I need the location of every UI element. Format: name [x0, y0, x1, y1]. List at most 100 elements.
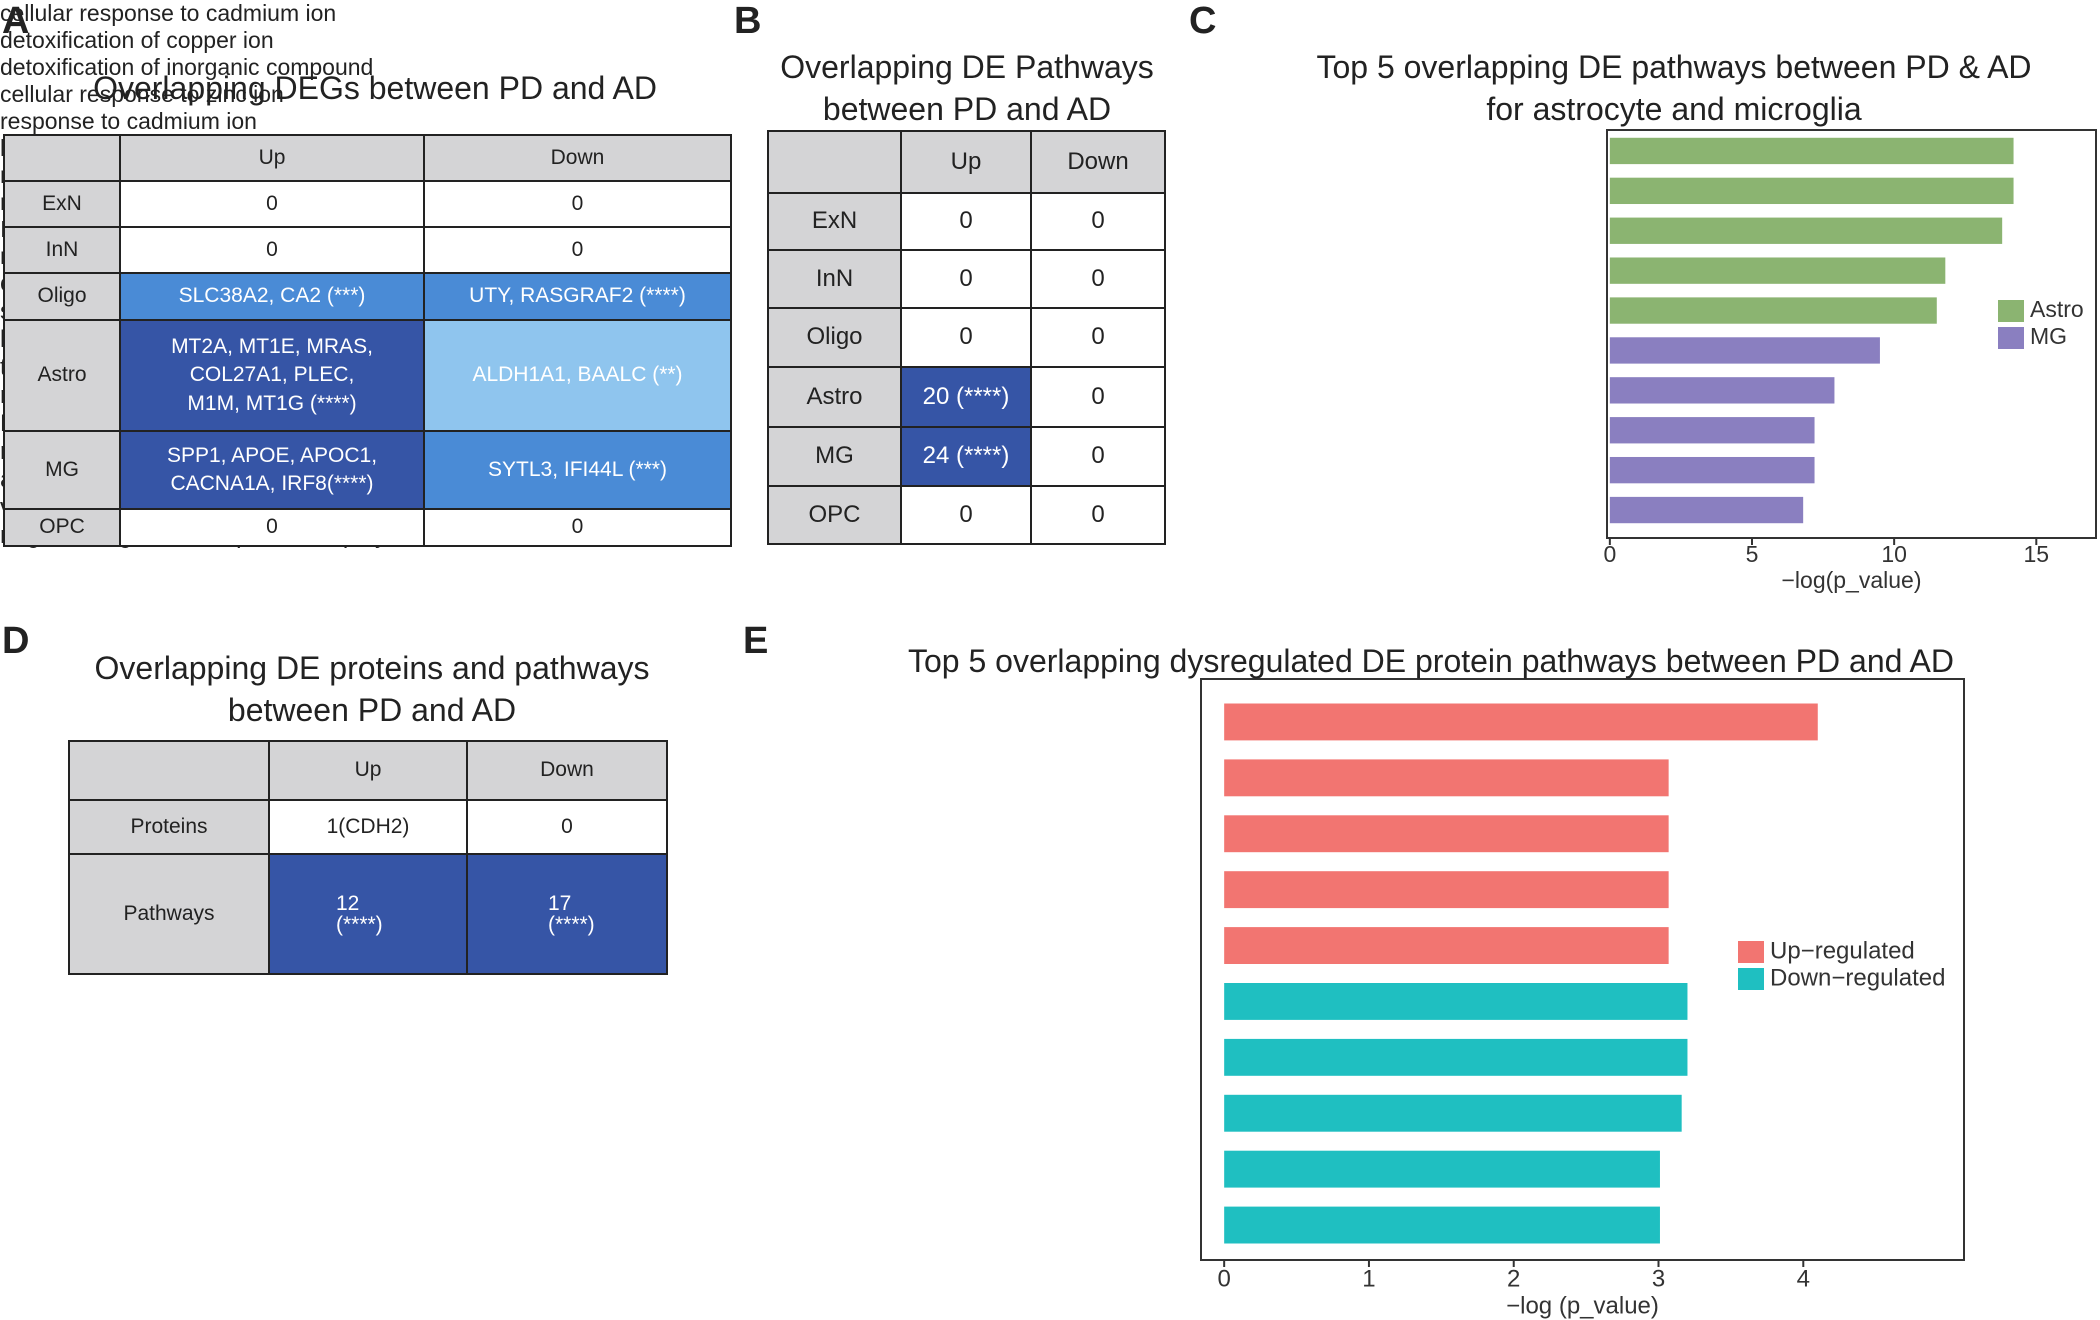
x-axis-label: −log (p_value): [1506, 1292, 1659, 1319]
cell: ALDH1A1, BAALC (**): [423, 319, 732, 432]
bar: [1609, 337, 1880, 364]
row-label: MG: [3, 430, 121, 510]
category-label: cellular response to zinc ion: [0, 81, 284, 107]
cell: 0: [423, 226, 732, 274]
row-label: OPC: [767, 485, 902, 545]
header-cell: [767, 130, 902, 194]
cell: 0: [900, 192, 1032, 251]
bar: [1609, 496, 1804, 524]
header-cell: Up: [119, 134, 425, 182]
x-axis-label: −log(p_value): [1781, 567, 1921, 593]
header-cell: Up: [268, 740, 468, 801]
category-label: detoxification of copper ion: [0, 27, 274, 53]
category-label: detoxification of inorganic compound: [0, 54, 374, 80]
category-label: response to cadmium ion: [0, 108, 257, 134]
row-label: MG: [767, 426, 902, 487]
table-title: Overlapping DE Pathways between PD and A…: [780, 49, 1154, 127]
cell: 0: [423, 180, 732, 228]
cell: 0: [1030, 307, 1166, 368]
header-cell: Down: [1030, 130, 1166, 194]
cell: 0: [1030, 426, 1166, 487]
bar: [1609, 456, 1815, 484]
bar: [1609, 137, 2014, 165]
row-label: InN: [3, 226, 121, 274]
cell: 0: [119, 180, 425, 228]
cell: 20 (****): [900, 366, 1032, 428]
bar: [1609, 177, 2014, 205]
header-cell: [3, 134, 121, 182]
table: Up Down Proteins 1(CDH2) 0 Pathways 12 (****…: [68, 740, 668, 975]
panel-label: A: [2, 0, 30, 42]
category-label: cellular response to cadmium ion: [0, 0, 337, 26]
cell: 24 (****): [900, 426, 1032, 487]
legend-swatch: [1998, 300, 2024, 322]
panel-label: B: [734, 0, 762, 42]
chart-title: Top 5 overlapping DE pathways between PD…: [1316, 49, 2032, 127]
panel-label: D: [2, 620, 30, 662]
cell: SYTL3, IFI44L (***): [423, 430, 732, 510]
row-label: Pathways: [68, 853, 270, 975]
bar: [1224, 815, 1669, 853]
legend-label: Up−regulated: [1770, 937, 1915, 964]
legend-label: Down−regulated: [1770, 964, 1945, 991]
chart-title: Top 5 overlapping dysregulated DE protei…: [908, 643, 1954, 679]
header-cell: [68, 740, 270, 801]
bar: [1224, 703, 1818, 741]
cell: 0: [900, 485, 1032, 545]
table: Up Down ExN 0 0 InN 0 0 Oligo SLC38A2, CA2 (**…: [3, 134, 732, 547]
cell: 17 (****): [466, 853, 668, 975]
legend-swatch: [1738, 968, 1764, 990]
cell: 0: [1030, 192, 1166, 251]
row-label: Proteins: [68, 799, 270, 855]
cell: SPP1, APOE, APOC1, CACNA1A, IRF8(****): [119, 430, 425, 510]
cell: 0: [119, 226, 425, 274]
x-tick-label: 0: [1217, 1265, 1230, 1292]
bar: [1609, 257, 1946, 284]
bar: [1609, 377, 1835, 404]
row-label: Astro: [3, 319, 121, 432]
bar: [1224, 871, 1669, 909]
legend-label: MG: [2030, 323, 2067, 349]
row-label: ExN: [767, 192, 902, 251]
table: Up Down ExN 0 0 InN 0 0 Oligo 0 0 Astro 20 (****…: [767, 130, 1166, 545]
bar: [1609, 297, 1937, 324]
header-cell: Up: [900, 130, 1032, 194]
bar: [1224, 1150, 1660, 1188]
table-title: Overlapping DE proteins and pathways bet…: [94, 650, 650, 728]
plot-panel: [1606, 129, 2097, 539]
bar: [1224, 1206, 1660, 1244]
bar: [1609, 217, 2003, 244]
row-label: Astro: [767, 366, 902, 428]
cell: 1(CDH2): [268, 799, 468, 855]
legend-label: Astro: [2030, 296, 2084, 322]
row-label: ExN: [3, 180, 121, 228]
x-tick-label: 1: [1362, 1265, 1375, 1292]
row-label: InN: [767, 249, 902, 309]
cell: SLC38A2, CA2 (***): [119, 272, 425, 321]
header-cell: Down: [423, 134, 732, 182]
cell: 0: [1030, 366, 1166, 428]
row-label: Oligo: [3, 272, 121, 321]
table-title: Overlapping DEGs between PD and AD: [93, 70, 657, 106]
legend-swatch: [1998, 327, 2024, 349]
bar: [1224, 1094, 1682, 1132]
cell: MT2A, MT1E, MRAS, COL27A1, PLEC, M1M, MT…: [119, 319, 425, 432]
cell: 0: [466, 799, 668, 855]
bar: [1224, 927, 1669, 964]
x-tick-label: 5: [1746, 541, 1759, 567]
cell: 0: [900, 249, 1032, 309]
cell: 0: [1030, 249, 1166, 309]
bar: [1224, 759, 1669, 797]
x-tick-label: 0: [1603, 541, 1616, 567]
x-tick-label: 4: [1797, 1265, 1810, 1292]
cell: 12 (****): [268, 853, 468, 975]
legend-swatch: [1738, 941, 1764, 963]
cell: 0: [1030, 485, 1166, 545]
header-cell: Down: [466, 740, 668, 801]
plot-panel: [1200, 678, 1965, 1261]
cell: 0: [900, 307, 1032, 368]
bar: [1224, 983, 1688, 1020]
bar: [1224, 1038, 1688, 1076]
